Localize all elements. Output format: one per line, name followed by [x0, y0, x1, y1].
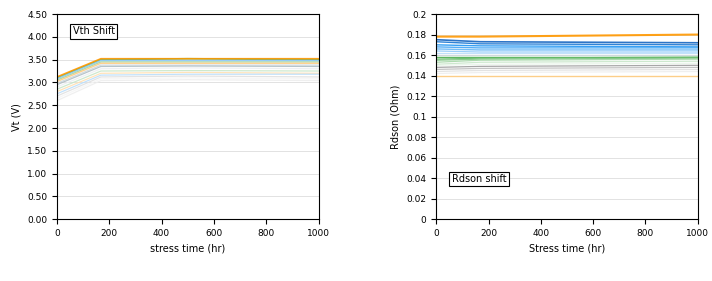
X-axis label: stress time (hr): stress time (hr)	[150, 243, 226, 253]
Y-axis label: Rdson (Ohm): Rdson (Ohm)	[391, 84, 401, 149]
X-axis label: Stress time (hr): Stress time (hr)	[529, 243, 605, 253]
Text: Vth Shift: Vth Shift	[73, 26, 115, 36]
Y-axis label: Vt (V): Vt (V)	[11, 103, 21, 131]
Text: Rdson shift: Rdson shift	[452, 174, 506, 184]
